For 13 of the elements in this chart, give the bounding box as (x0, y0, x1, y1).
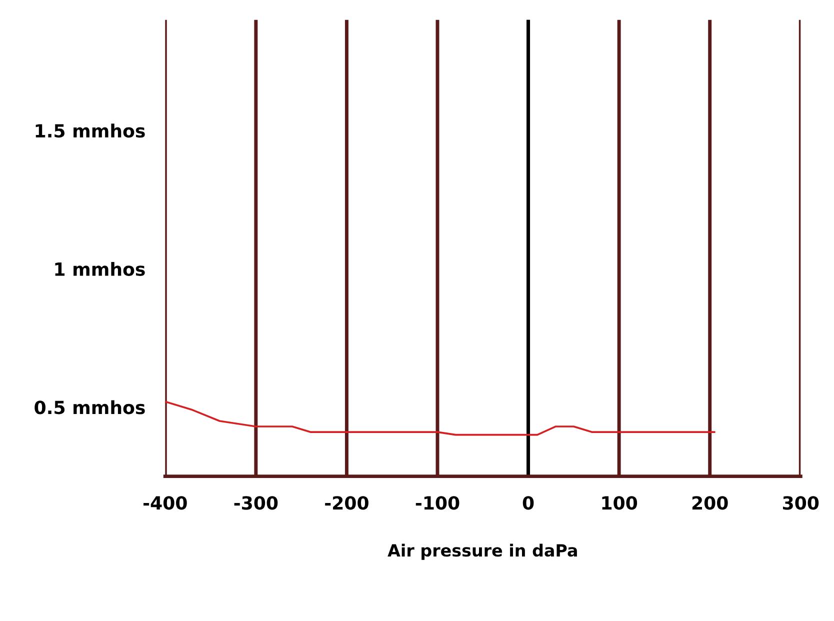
x-tick-label: -200 (325, 496, 368, 510)
x-tick-label: 0 (522, 496, 534, 510)
x-tick-label: 100 (602, 496, 638, 510)
y-tick-label: 1 mmhos (55, 262, 145, 276)
x-tick-label: -100 (416, 496, 460, 510)
x-tick-label: -300 (234, 496, 278, 510)
x-axis-title: Air pressure in daPa (388, 544, 577, 560)
y-tick-label: 1.5 mmhos (36, 124, 145, 138)
x-tick-label: 300 (783, 496, 819, 510)
y-tick-label: 0.5 mmhos (34, 400, 145, 414)
line-series (165, 400, 716, 436)
x-tick-label: -400 (144, 496, 187, 510)
x-tick-label: 200 (692, 496, 728, 510)
